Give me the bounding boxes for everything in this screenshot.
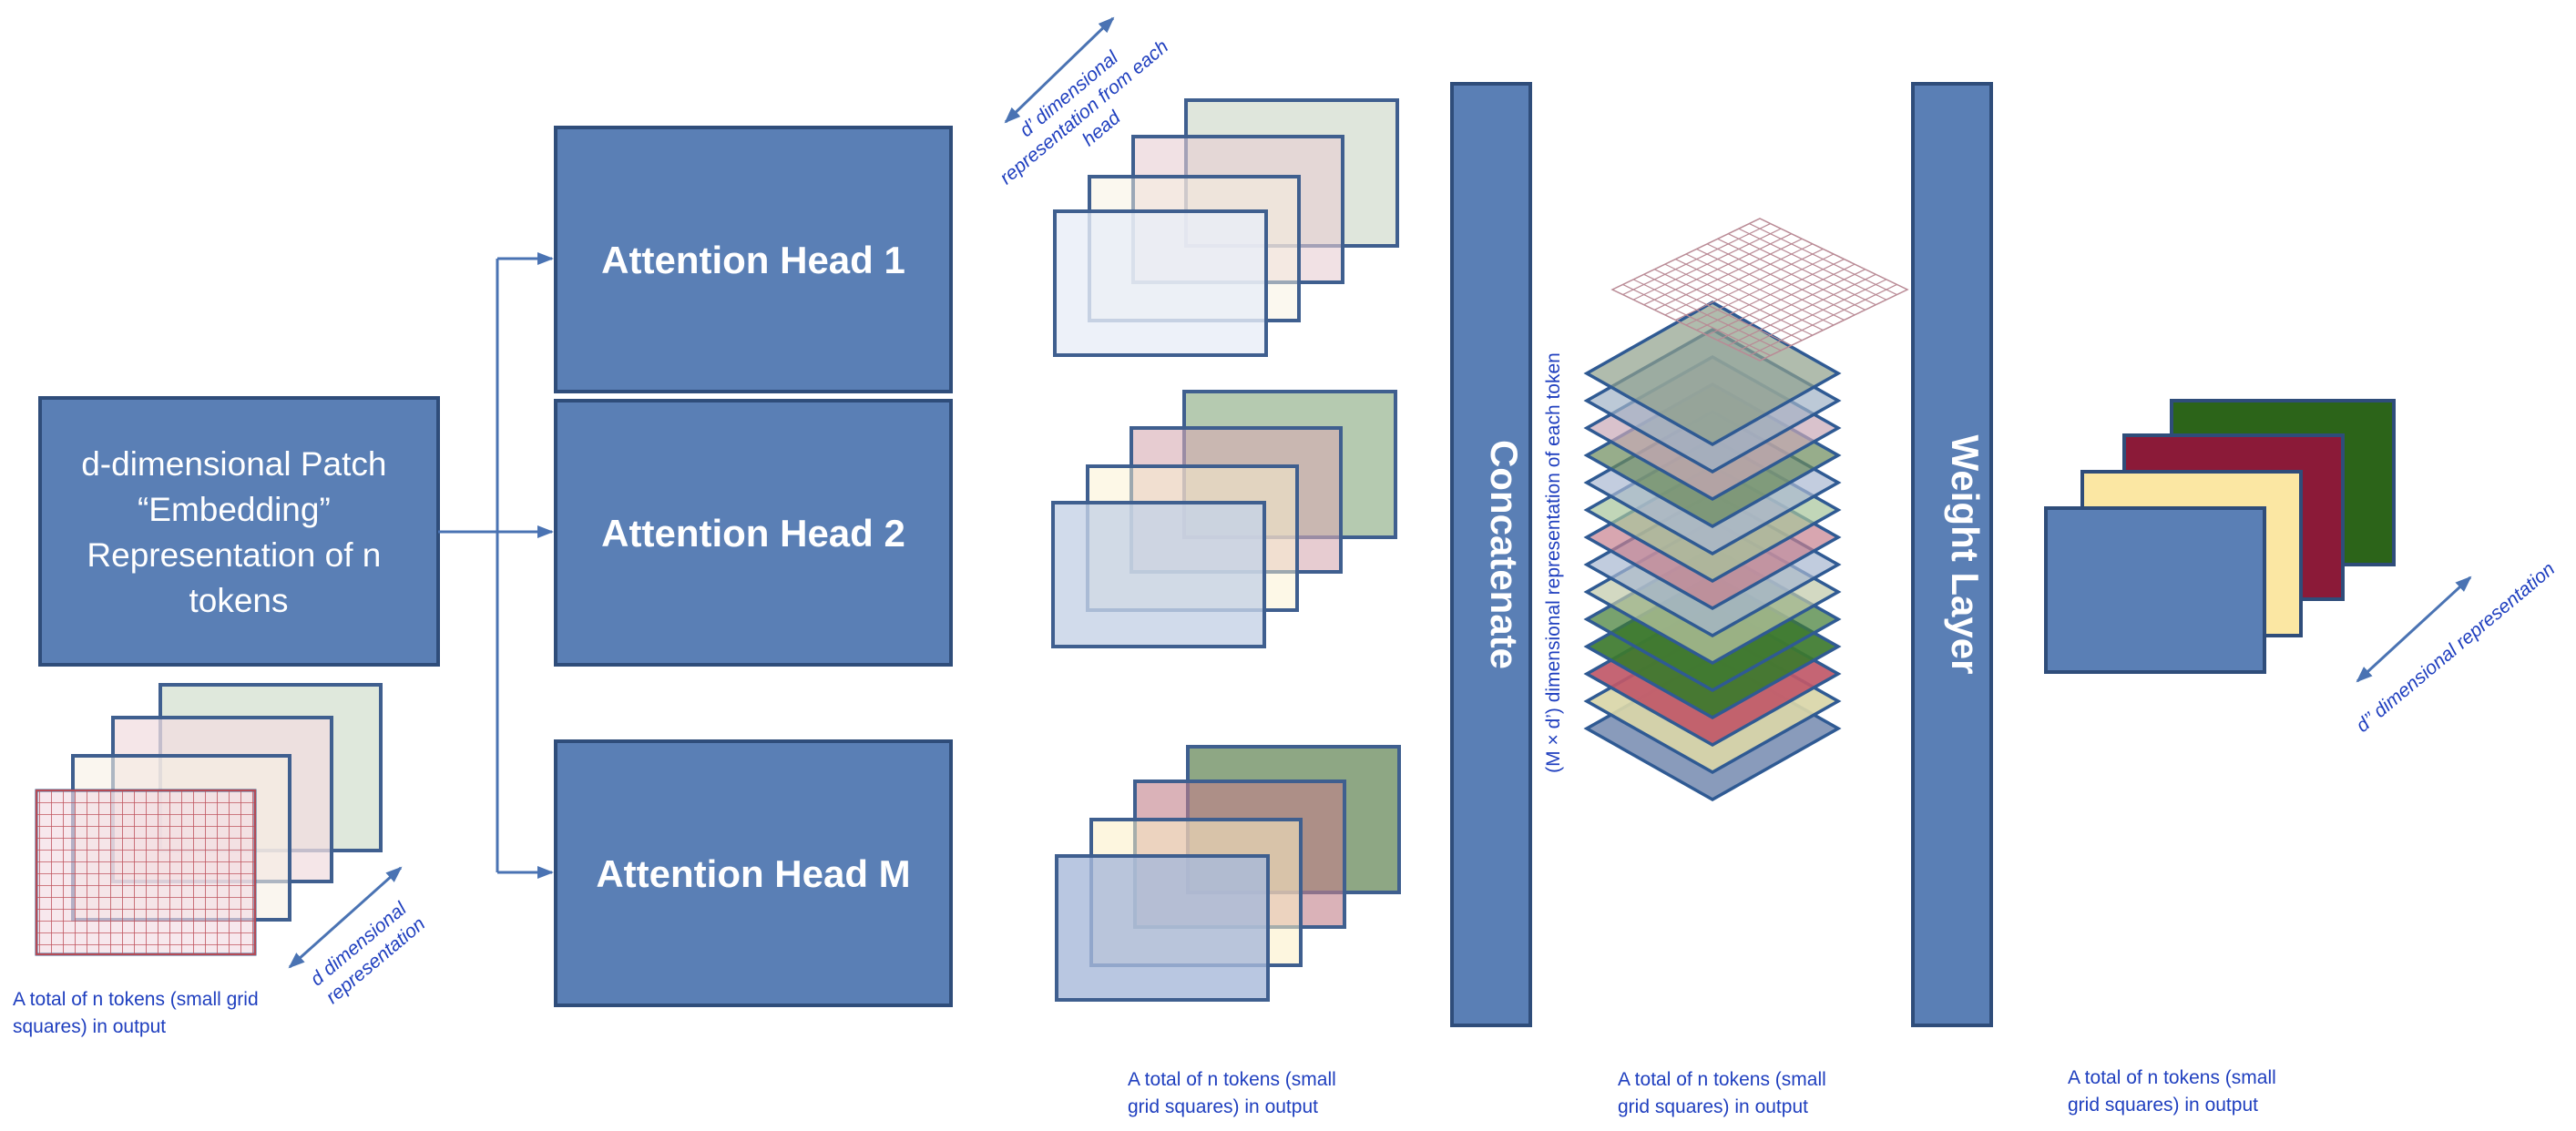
head-1-output-stack: [1053, 98, 1399, 357]
svg-text:d dimensional representa: d dimensional representation: [307, 895, 430, 1009]
attention-head-2-label: Attention Head 2: [601, 512, 905, 555]
concat-grid-line: [1749, 223, 1897, 296]
input-caption: A total of n tokens (small grid squares)…: [13, 989, 263, 1037]
concat-dimension-annotation: (M × d’) dimensional representation of e…: [1543, 352, 1564, 773]
attention-head-2: Attention Head 2: [554, 399, 953, 667]
embedding-line-2: “Embedding”: [138, 491, 331, 528]
attention-head-1-label: Attention Head 1: [601, 239, 905, 281]
concat-grid-line: [1738, 228, 1887, 301]
concat-grid-line: [1749, 283, 1897, 356]
d-dimension-annotation: d dimensional representation: [288, 866, 430, 1009]
head-2-output-stack: [1051, 390, 1397, 648]
concat-grid-line: [1728, 273, 1876, 346]
embedding-line-3: Representation of n: [87, 536, 381, 574]
concat-grid-line: [1717, 238, 1866, 311]
concatenate-bar: Concatenate: [1450, 82, 1532, 1027]
attention-head-1: Attention Head 1: [554, 126, 953, 393]
concat-grid-line: [1685, 253, 1835, 326]
concat-grid-line: [1696, 259, 1845, 331]
svg-text:(M × d’) dimensional represent: (M × d’) dimensional representation of e…: [1543, 352, 1564, 773]
concat-grid-line: [1738, 279, 1887, 352]
attention-head-m: Attention Head M: [554, 739, 953, 1007]
weight-layer-bar: Weight Layer: [1911, 82, 1993, 1027]
final-output-stack: [2044, 399, 2396, 674]
embedding-line-1: d-dimensional Patch: [81, 445, 386, 483]
svg-text:A total of n tokens (small: A total of n tokens (small grid squares)…: [1618, 1069, 1832, 1117]
embedding-label: d-dimensional Patch “Embedding” Represen…: [81, 445, 396, 619]
concat-grid-line: [1728, 233, 1876, 306]
concatenate-label: Concatenate: [1483, 440, 1526, 669]
attention-head-m-label: Attention Head M: [596, 852, 910, 895]
concat-grid-line: [1717, 269, 1866, 341]
output-caption: A total of n tokens (small grid squares)…: [2068, 1067, 2282, 1116]
input-token-stack: [35, 683, 383, 956]
input-token-grid: [36, 790, 255, 954]
head-m-output-stack: [1055, 745, 1401, 1002]
svg-text:d’’ dimensional representation: d’’ dimensional representation: [2352, 558, 2559, 737]
embedding-line-4: tokens: [189, 582, 288, 619]
concat-caption: A total of n tokens (small grid squares)…: [1618, 1069, 1832, 1117]
heads-caption: A total of n tokens (small grid squares)…: [1128, 1069, 1342, 1117]
weight-layer-label: Weight Layer: [1944, 435, 1987, 675]
svg-text:A total of n tokens (small gri: A total of n tokens (small grid squares)…: [13, 989, 263, 1037]
concat-grid-line: [1696, 248, 1845, 321]
concat-top-grid: [1610, 218, 1909, 362]
concatenated-token-stack: [1583, 218, 1909, 802]
d-double-prime-annotation: d’’ dimensional representation: [2352, 558, 2559, 737]
embedding-box: d-dimensional Patch “Embedding” Represen…: [38, 396, 440, 667]
svg-text:A total of n tokens (small: A total of n tokens (small grid squares)…: [1128, 1069, 1342, 1117]
svg-text:A total of n tokens (small: A total of n tokens (small grid squares)…: [2068, 1067, 2282, 1116]
concat-grid-line: [1706, 243, 1855, 316]
concat-grid-line: [1706, 263, 1855, 336]
embedding-to-heads-connectors: [438, 252, 554, 879]
